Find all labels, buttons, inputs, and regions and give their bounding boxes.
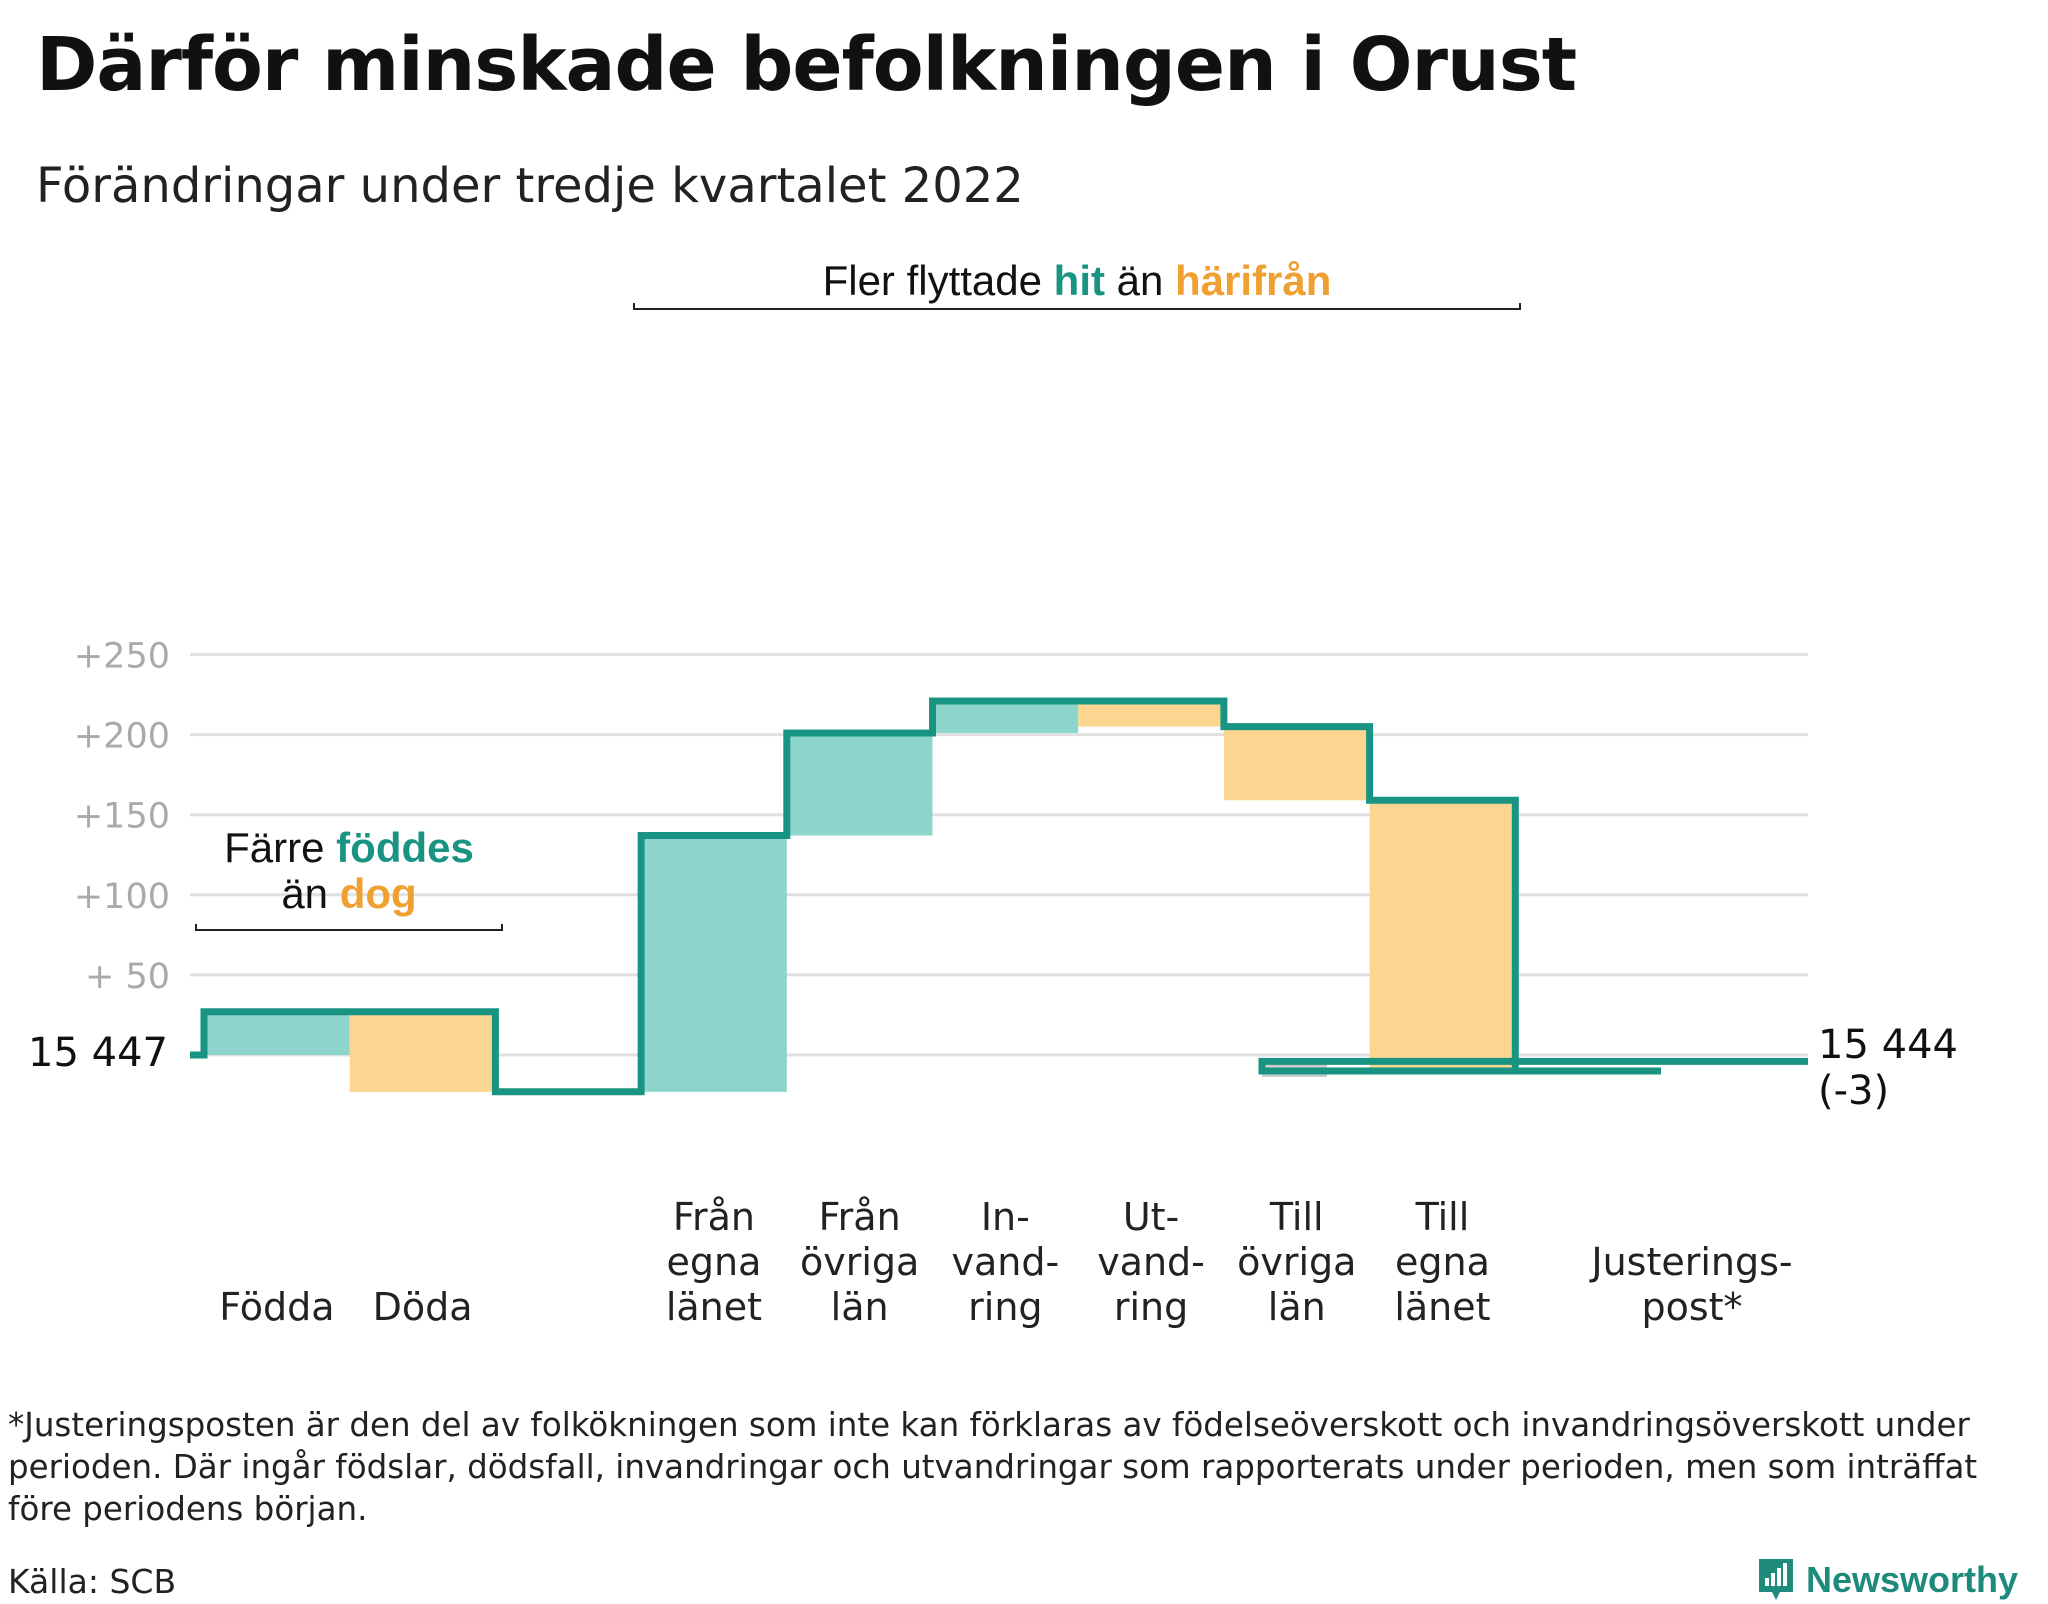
end-value-line: 15 444 bbox=[1818, 1022, 1958, 1068]
annotation-segment: härifrån bbox=[1175, 257, 1331, 304]
annotation-text: Fler flyttade hit än härifrån bbox=[823, 257, 1332, 304]
annotation-segment: föddes bbox=[336, 824, 474, 871]
annotation-segment: Färre bbox=[224, 824, 336, 871]
footnote: *Justeringsposten är den del av folkökni… bbox=[8, 1406, 1978, 1528]
category-label: Justerings-post* bbox=[1589, 1240, 1792, 1329]
category-label: Till övriga län bbox=[1237, 1195, 1356, 1329]
category-label-line: Till bbox=[1415, 1195, 1470, 1239]
category-label: Döda bbox=[373, 1285, 473, 1329]
category-label-line: ring bbox=[968, 1285, 1042, 1329]
end-value-line: (-3) bbox=[1818, 1068, 1889, 1114]
category-label-line: län bbox=[831, 1285, 889, 1329]
category-label-line: vand- bbox=[1097, 1240, 1205, 1284]
category-label-line: Ut- bbox=[1123, 1195, 1179, 1239]
category-label-line: vand- bbox=[951, 1240, 1059, 1284]
category-label-line: Från bbox=[673, 1195, 755, 1239]
annotation-segment: hit bbox=[1054, 257, 1105, 304]
category-label-line: egna bbox=[667, 1240, 762, 1284]
y-tick-label: +250 bbox=[74, 637, 170, 677]
category-label: Från övriga län bbox=[800, 1195, 919, 1329]
annotation-segment: dog bbox=[340, 870, 417, 917]
category-label-line: ring bbox=[1114, 1285, 1188, 1329]
end-value-label: 15 444 (-3) bbox=[1818, 1022, 1958, 1114]
annotation-bracket bbox=[633, 303, 1521, 310]
category-label-line: övriga bbox=[800, 1240, 919, 1284]
y-tick-label: +200 bbox=[74, 717, 170, 757]
newsworthy-logo-icon bbox=[1758, 1559, 1793, 1600]
category-label-line: länet bbox=[666, 1285, 762, 1329]
category-label: Ut-vand-ring bbox=[1097, 1195, 1205, 1329]
bar-till-egna-länet bbox=[1369, 800, 1516, 1072]
category-label-line: Från bbox=[819, 1195, 901, 1239]
category-label-line: län bbox=[1268, 1285, 1326, 1329]
step-line bbox=[190, 697, 1808, 1096]
annotation-segment: Fler flyttade bbox=[823, 257, 1054, 304]
bar-från-egna-länet bbox=[641, 835, 787, 1092]
bar-från-övriga-län bbox=[786, 732, 933, 836]
bar-födda bbox=[204, 1011, 350, 1055]
value-labels: 15 447 15 444 (-3) bbox=[28, 1022, 1958, 1114]
category-label-line: Till bbox=[1269, 1195, 1324, 1239]
start-value-label: 15 447 bbox=[28, 1030, 168, 1076]
y-tick-label: +150 bbox=[74, 797, 170, 837]
bars bbox=[204, 700, 1516, 1092]
source-label: Källa: SCB bbox=[8, 1562, 177, 1601]
category-label-line: övriga bbox=[1237, 1240, 1356, 1284]
category-label-line: post* bbox=[1641, 1285, 1742, 1329]
bar-utvandring bbox=[1078, 700, 1224, 727]
annotation-segment: än bbox=[281, 870, 339, 917]
y-tick-label: +100 bbox=[74, 877, 170, 917]
category-label-line: Döda bbox=[373, 1285, 473, 1329]
bar-till-övriga-län bbox=[1223, 726, 1370, 801]
annotation-segment: än bbox=[1105, 257, 1175, 304]
annotation-text: än dog bbox=[281, 870, 416, 917]
category-label: In-vand-ring bbox=[951, 1195, 1059, 1329]
category-label: Till egna länet bbox=[1394, 1195, 1490, 1329]
brand-name: Newsworthy bbox=[1805, 1559, 2018, 1600]
category-label-line: Justerings- bbox=[1589, 1240, 1792, 1284]
annotation-text: Färre föddes bbox=[224, 824, 474, 871]
y-axis-ticks: + 50 +100 +150 +200 +250 bbox=[74, 637, 170, 997]
chart-subtitle: Förändringar under tredje kvartalet 2022 bbox=[36, 158, 1024, 214]
bar-döda bbox=[349, 1011, 496, 1092]
bar-invandring bbox=[932, 700, 1079, 733]
y-tick-label: + 50 bbox=[85, 957, 170, 997]
category-label-line: länet bbox=[1394, 1285, 1490, 1329]
category-label-line: egna bbox=[1395, 1240, 1490, 1284]
chart-title: Därför minskade befolkningen i Orust bbox=[36, 22, 1577, 108]
step-line-group bbox=[190, 697, 1808, 1096]
brand-logo: Newsworthy bbox=[1756, 1556, 2018, 1604]
category-label-line: In- bbox=[981, 1195, 1030, 1239]
category-label: Födda bbox=[219, 1285, 334, 1329]
annotation-bracket bbox=[195, 924, 503, 931]
category-label: Från egna länet bbox=[666, 1195, 762, 1329]
category-label-line: Födda bbox=[219, 1285, 334, 1329]
